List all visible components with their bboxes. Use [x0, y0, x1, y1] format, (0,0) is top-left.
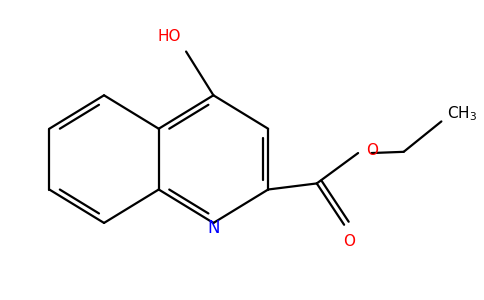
Text: CH$_3$: CH$_3$	[447, 105, 478, 124]
Text: N: N	[207, 219, 220, 237]
Text: O: O	[343, 234, 355, 249]
Text: HO: HO	[157, 29, 181, 44]
Text: O: O	[366, 143, 378, 158]
